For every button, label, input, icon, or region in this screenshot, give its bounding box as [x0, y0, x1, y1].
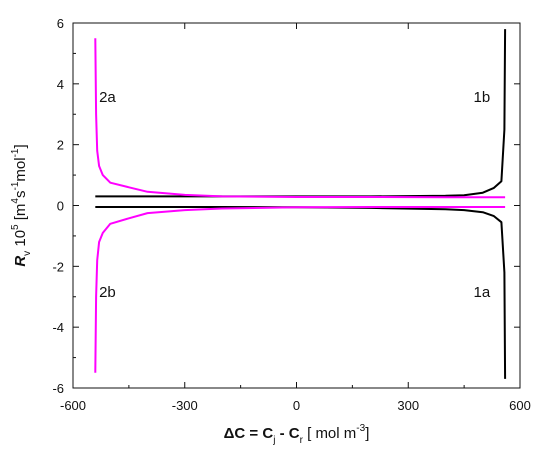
series-line-1b [95, 29, 507, 198]
curve-label-1b: 1b [474, 89, 491, 106]
x-axis-title-part: r [300, 435, 304, 446]
x-tick-label: 300 [397, 398, 419, 413]
x-axis-title-part: ] [365, 425, 369, 442]
y-axis-title-part: 4 [10, 198, 21, 204]
y-axis-title-part: 10 [12, 230, 29, 251]
x-axis-title-part: - C [275, 425, 299, 442]
y-axis-title-part: 5 [10, 224, 21, 230]
series-line-2b [94, 206, 506, 373]
y-axis-title: Rv 105 [m4s-1mol-1] [10, 144, 33, 266]
y-tick-label: 2 [57, 138, 64, 153]
y-tick-label: -6 [52, 381, 64, 396]
plot-frame [72, 22, 521, 389]
y-tick-label: 0 [57, 199, 64, 214]
y-axis-title-part: v [22, 251, 33, 256]
y-tick-label: -4 [52, 320, 64, 335]
y-axis-title-part: s [12, 190, 29, 198]
y-axis-title-part: ] [12, 144, 29, 148]
y-tick-label: -2 [52, 259, 64, 274]
labels-layer: 2a 1b 2b 1a [99, 89, 491, 301]
y-axis-title-part: [m [12, 204, 29, 225]
series-line-2a [94, 38, 506, 199]
x-axis-title-part: ΔC = C [224, 425, 274, 442]
curve-label-2a: 2a [99, 89, 116, 106]
x-axis-title-part: [ mol m [303, 425, 356, 442]
y-tick-label: 4 [57, 77, 64, 92]
y-axis-title-part: -1 [10, 148, 21, 157]
x-axis-title: ΔC = Cj - Cr [ mol m-3] [224, 423, 370, 446]
curve-label-1a: 1a [474, 284, 491, 301]
x-tick-label: -300 [172, 398, 198, 413]
y-axis-title-part: mol [12, 157, 29, 181]
series-line-1a [95, 206, 507, 379]
y-axis-title-part: -1 [10, 181, 21, 190]
x-axis-title-part: -3 [356, 423, 365, 434]
curve-label-2b: 2b [99, 284, 116, 301]
x-tick-label: 0 [293, 398, 300, 413]
x-tick-label: -600 [60, 398, 86, 413]
x-tick-label: 600 [509, 398, 531, 413]
x-axis-title-part: j [272, 435, 275, 446]
y-tick-label: 6 [57, 16, 64, 31]
ticks-layer: -600 -300 0 300 600 -6 -4 -2 0 2 4 6 [52, 16, 530, 413]
plot-border [72, 22, 521, 389]
series-layer [94, 29, 507, 379]
y-axis-title-part: R [12, 256, 29, 267]
